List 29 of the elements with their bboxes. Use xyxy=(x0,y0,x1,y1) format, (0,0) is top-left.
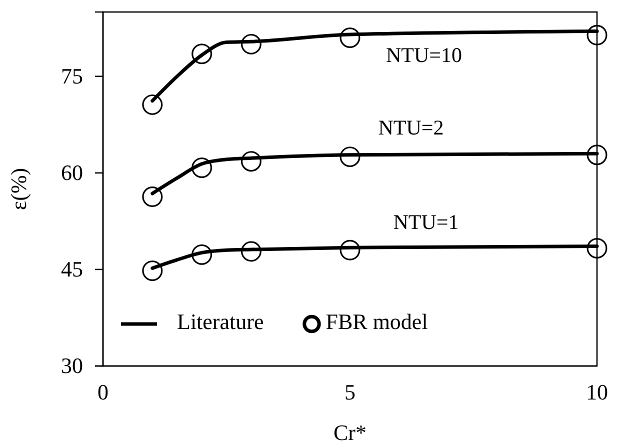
point xyxy=(240,151,262,172)
x-tick-label: 5 xyxy=(344,380,356,405)
annotation: NTU=1 xyxy=(393,210,459,234)
point xyxy=(586,238,608,258)
x-tick-label: 0 xyxy=(98,380,108,405)
legend-label: Literature xyxy=(177,309,264,334)
x-tick-label: 10 xyxy=(586,380,608,405)
annotation: NTU=10 xyxy=(386,43,462,68)
point xyxy=(340,146,360,168)
y-tick-label: 30 xyxy=(61,353,83,378)
point xyxy=(586,144,608,166)
annotation: NTU=2 xyxy=(378,115,444,140)
y-axis-title: ε(%) xyxy=(6,168,31,210)
point xyxy=(192,158,212,178)
point xyxy=(340,240,360,260)
legend-label: FBR model xyxy=(326,309,428,334)
point xyxy=(586,24,608,46)
point xyxy=(240,34,262,54)
point xyxy=(192,244,212,265)
point xyxy=(142,94,163,115)
point xyxy=(240,241,262,262)
y-tick-label: 60 xyxy=(61,160,83,185)
x-axis-title: Cr* xyxy=(334,420,366,444)
y-tick-label: 45 xyxy=(61,256,83,282)
point xyxy=(142,186,163,207)
point xyxy=(340,28,360,48)
y-tick-label: 75 xyxy=(61,63,83,88)
point xyxy=(142,260,163,281)
point xyxy=(192,44,212,64)
